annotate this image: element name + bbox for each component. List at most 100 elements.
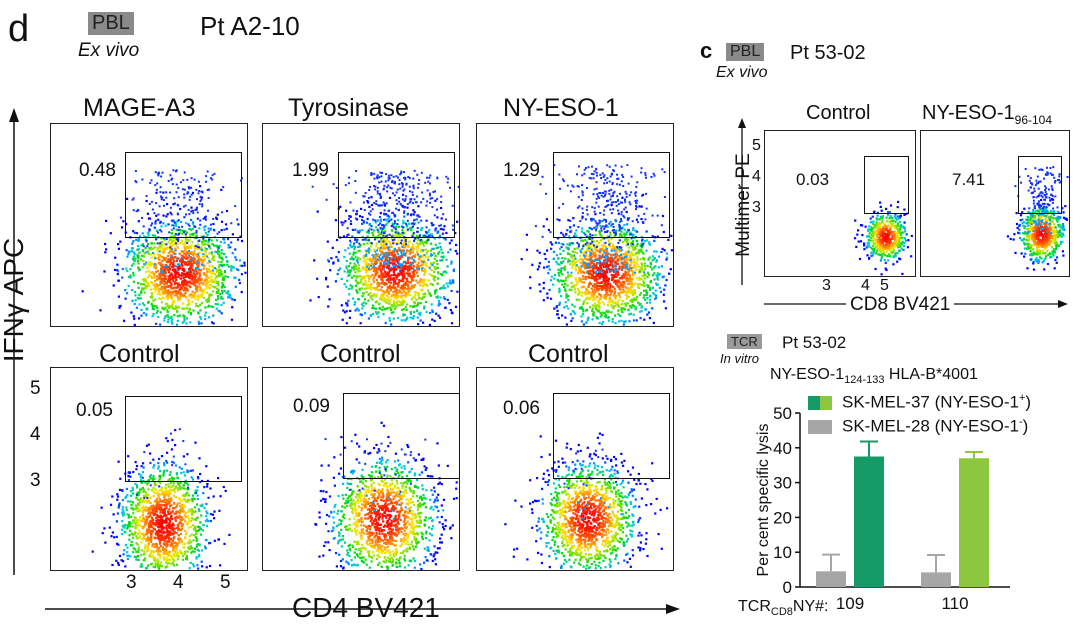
bar-panel-condition: In vitro	[720, 351, 760, 366]
bar-chart: 0 10 20 30 40 50 109 110	[773, 404, 1010, 610]
gate-control-2	[343, 393, 460, 479]
panel-c-x-tick-4: 4	[861, 277, 870, 294]
bar-109-series-1	[854, 456, 884, 587]
x-tick-5: 5	[220, 572, 231, 593]
panel-c-x-tick-5: 5	[880, 277, 889, 294]
panel-d-y-axis-label: IFNγ APC	[0, 237, 29, 363]
panel-c-x-tick-3: 3	[822, 277, 831, 294]
gate-multimer-control	[864, 156, 909, 214]
legend-text-sk-mel-37: SK-MEL-37 (NY-ESO-1	[842, 392, 1019, 412]
panel-c-y-tick-3: 3	[752, 199, 761, 216]
bar-x-prefix-tail: NY#:	[792, 598, 829, 615]
panel-d-y-arrow	[9, 108, 19, 575]
flow-plot-ny-eso-1	[476, 123, 674, 327]
percent-ny-eso-1: 1.29	[503, 160, 540, 181]
flow-plot-tyrosinase-events	[309, 169, 459, 326]
flow-plot-mage-a3-events	[81, 169, 247, 326]
multimer-plot-ny-eso-1-events	[1006, 166, 1069, 271]
plot-title-control-2: Control	[320, 340, 401, 368]
panel-d-pbl-tag: PBL	[88, 12, 134, 35]
legend-tail-sk-mel-37: )	[1025, 392, 1032, 412]
percent-control-3: 0.06	[503, 398, 540, 419]
percent-tyrosinase: 1.99	[292, 160, 329, 181]
bar-y-tick-label: 0	[783, 578, 792, 597]
gate-tyrosinase	[338, 152, 455, 238]
legend-label-sk-mel-28: SK-MEL-28 (NY-ESO-1-)	[842, 416, 1028, 437]
flow-plot-control-2-events	[314, 421, 458, 570]
plot-title-control-3: Control	[528, 340, 609, 368]
percent-mage-a3: 0.48	[79, 160, 116, 181]
multimer-plot-control	[764, 130, 916, 277]
epitope-name: NY-ESO-1	[770, 366, 845, 383]
panel-c-title-ny-eso-1-text: NY-ESO-1	[922, 102, 1015, 124]
bar-109-series-0	[816, 571, 846, 587]
x-tick-4: 4	[173, 572, 184, 593]
panel-d-letter: d	[8, 8, 30, 50]
panel-c-patient: Pt 53-02	[790, 42, 866, 64]
panel-d-patient: Pt A2-10	[200, 11, 300, 41]
legend-swatch-sk-mel-37	[808, 396, 832, 410]
gate-control-3	[553, 393, 670, 479]
panel-c-letter: c	[700, 38, 713, 63]
bar-y-tick-label: 30	[773, 474, 792, 493]
panel-c-title-ny-eso-1: NY-ESO-196-104	[922, 102, 1052, 127]
flow-plot-mage-a3	[50, 123, 248, 327]
epitope-subscript: 124-133	[844, 374, 885, 387]
epitope-hla: HLA-B*4001	[884, 366, 978, 383]
panel-c-y-arrow	[738, 118, 746, 285]
panel-c-title-subscript: 96-104	[1014, 113, 1053, 127]
bar-y-tick-label: 40	[773, 439, 792, 458]
bar-110-series-0	[921, 572, 951, 587]
flow-plot-control-3	[476, 367, 674, 571]
panel-c-y-tick-4: 4	[752, 168, 761, 185]
bar-y-tick-label: 10	[773, 543, 792, 562]
bar-panel-patient: Pt 53-02	[782, 333, 847, 352]
panel-c-x-axis-label: CD8 BV421	[846, 294, 955, 316]
flow-plot-tyrosinase	[262, 123, 460, 327]
multimer-plot-ny-eso-1	[920, 130, 1070, 277]
legend-sup-sk-mel-28: -	[1018, 416, 1023, 428]
panel-d-condition: Ex vivo	[78, 40, 140, 61]
bar-y-tick-label: 20	[773, 508, 792, 527]
gate-control-1	[125, 396, 242, 482]
tcr-tag: TCR	[727, 334, 762, 349]
panel-c-y-tick-5: 5	[752, 137, 761, 154]
plot-title-control-1: Control	[99, 340, 180, 368]
gate-multimer-ny-eso-1	[1018, 156, 1062, 214]
plot-title-mage-a3: MAGE-A3	[83, 94, 196, 122]
gate-mage-a3	[125, 152, 242, 238]
multimer-plot-control-events	[854, 200, 913, 276]
plot-title-ny-eso-1: NY-ESO-1	[503, 94, 619, 122]
bar-x-prefix: TCRCD8NY#:	[738, 598, 828, 618]
percent-control-2: 0.09	[293, 396, 330, 417]
flow-plot-control-2	[262, 367, 460, 571]
x-tick-3: 3	[126, 572, 137, 593]
legend-label-sk-mel-37: SK-MEL-37 (NY-ESO-1+)	[842, 392, 1031, 413]
flow-plot-control-1-events	[91, 428, 231, 570]
panel-d-x-axis-label: CD4 BV421	[292, 592, 440, 623]
panel-c-title-control: Control	[806, 102, 871, 124]
percent-multimer-ny-eso-1: 7.41	[952, 170, 986, 189]
percent-multimer-control: 0.03	[796, 170, 830, 189]
gate-ny-eso-1	[553, 152, 670, 238]
bar-110-series-1	[959, 458, 989, 587]
bar-category-label-110: 110	[941, 594, 968, 610]
bar-x-prefix-subscript: CD8	[770, 606, 793, 619]
flow-plot-control-3-events	[504, 432, 669, 570]
percent-control-1: 0.05	[76, 400, 113, 421]
bar-x-prefix-text: TCR	[738, 598, 771, 615]
y-tick-4: 4	[30, 424, 41, 445]
panel-c-pbl-tag: PBL	[726, 43, 765, 61]
flow-plot-control-1	[50, 367, 248, 571]
y-tick-3: 3	[30, 470, 41, 491]
legend-tail-sk-mel-28: )	[1022, 416, 1029, 436]
plot-title-tyrosinase: Tyrosinase	[288, 94, 409, 122]
panel-c-condition: Ex vivo	[716, 64, 768, 81]
y-tick-5: 5	[30, 378, 41, 399]
panel-d-x-arrow	[45, 604, 680, 614]
bar-y-tick-label: 50	[773, 404, 792, 423]
bar-category-label-109: 109	[836, 594, 864, 610]
flow-plot-ny-eso-1-events	[520, 164, 673, 326]
legend-swatch-sk-mel-28	[808, 420, 832, 434]
bar-panel-epitope: NY-ESO-1124-133 HLA-B*4001	[770, 366, 978, 386]
